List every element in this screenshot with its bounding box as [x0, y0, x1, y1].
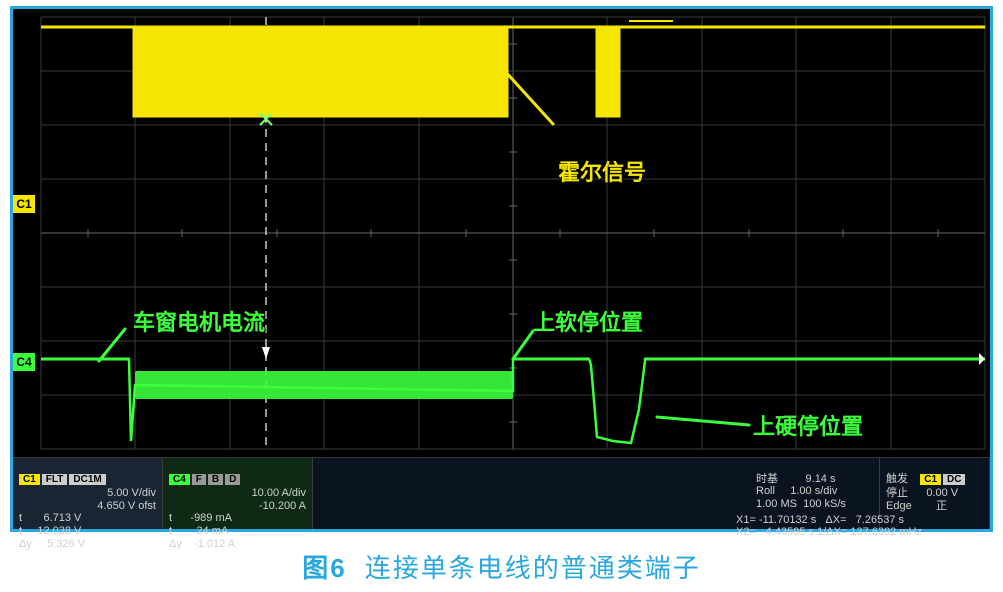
scope-plot-svg: [13, 9, 990, 457]
channel-label-c4: C4: [13, 353, 35, 371]
figure-caption: 图6 连接单条电线的普通类端子: [0, 548, 1003, 585]
annotation-hall-signal: 霍尔信号: [558, 155, 646, 187]
annotation-motor-current: 车窗电机电流: [133, 305, 265, 337]
figure-number: 图6: [302, 553, 346, 583]
annotation-soft-stop: 上软停位置: [533, 305, 643, 337]
info-panel-c1: C1FLTDC1M 5.00 V/div 4.650 V ofstt 6.713…: [13, 458, 163, 529]
figure-title: 连接单条电线的普通类端子: [365, 553, 701, 583]
annotation-hard-stop: 上硬停位置: [753, 409, 863, 441]
info-bar: C1FLTDC1M 5.00 V/div 4.650 V ofstt 6.713…: [13, 457, 990, 529]
info-panel-c4: C4FBD 10.00 A/div -10.200 At -989 mA t 2…: [163, 458, 313, 529]
badge-c4: C4: [169, 474, 190, 486]
badge-c1: C1: [19, 474, 40, 486]
channel-label-c1: C1: [13, 195, 35, 213]
oscilloscope-figure: C1 C4 霍尔信号 车窗电机电流 上软停位置 上硬停位置 C1FLTDC1M …: [10, 6, 993, 532]
info-panel-cursors: X1= -11.70132 s ΔX= 7.26537 s X2= -4.435…: [730, 499, 990, 529]
scope-screen: C1 C4 霍尔信号 车窗电机电流 上软停位置 上硬停位置 C1FLTDC1M …: [13, 9, 990, 529]
